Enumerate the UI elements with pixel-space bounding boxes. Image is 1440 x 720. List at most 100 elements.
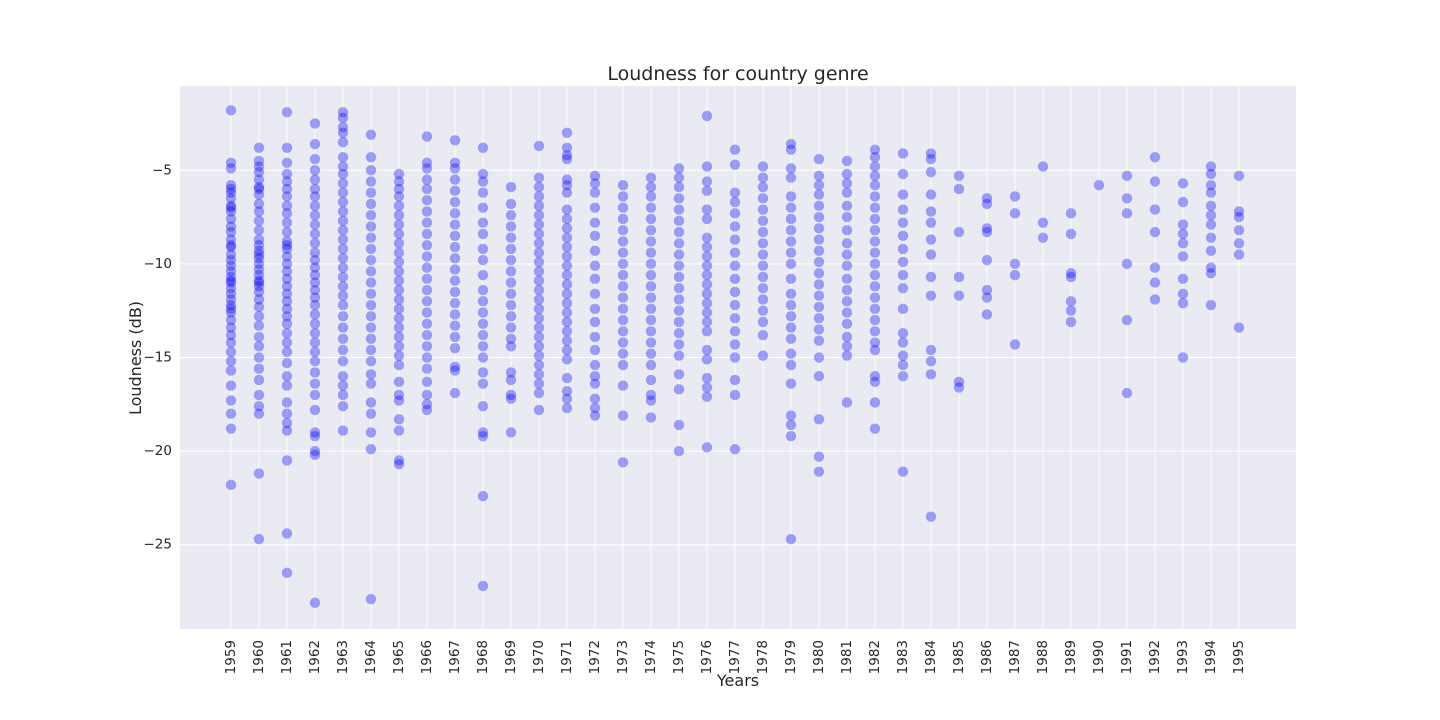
data-point xyxy=(617,380,629,391)
data-point xyxy=(393,322,405,333)
data-point xyxy=(225,307,237,318)
data-point xyxy=(309,174,321,185)
data-point xyxy=(729,339,741,350)
data-point xyxy=(225,187,237,198)
data-point xyxy=(785,213,797,225)
data-point xyxy=(645,191,657,202)
data-point xyxy=(365,129,377,140)
data-point xyxy=(281,303,293,315)
data-point xyxy=(337,243,349,255)
data-point xyxy=(1009,339,1021,350)
data-point xyxy=(645,224,657,236)
data-point xyxy=(533,378,545,389)
data-point xyxy=(785,299,797,311)
data-point xyxy=(421,174,433,185)
data-point xyxy=(785,144,797,155)
data-point xyxy=(253,198,265,210)
data-point xyxy=(1177,228,1189,240)
data-point xyxy=(477,318,489,329)
data-point xyxy=(225,271,237,283)
data-point xyxy=(925,206,937,217)
data-point xyxy=(337,299,349,311)
grid-lines xyxy=(180,86,1296,629)
data-point xyxy=(421,399,433,410)
data-point xyxy=(561,372,573,384)
data-point xyxy=(477,400,489,412)
data-point xyxy=(561,260,573,271)
data-point xyxy=(897,303,909,315)
data-point xyxy=(1121,170,1133,182)
data-point xyxy=(869,344,881,356)
data-point xyxy=(1065,268,1077,279)
x-tick-label: 1993 xyxy=(1175,640,1191,674)
data-point xyxy=(561,174,573,185)
data-point xyxy=(281,397,293,408)
data-point xyxy=(925,356,937,367)
data-point xyxy=(645,389,657,401)
data-point xyxy=(617,191,629,202)
x-tick-label: 1963 xyxy=(335,640,351,674)
data-point xyxy=(365,176,377,187)
data-point xyxy=(785,224,797,236)
data-point xyxy=(981,226,993,238)
data-point xyxy=(701,161,713,172)
data-point xyxy=(533,359,545,371)
data-point xyxy=(253,264,265,275)
data-point xyxy=(617,180,629,191)
data-point xyxy=(897,466,909,477)
data-point xyxy=(365,427,377,438)
x-tick-label: 1982 xyxy=(867,640,883,674)
data-point xyxy=(701,442,713,453)
data-point xyxy=(309,292,321,303)
data-point xyxy=(505,322,517,333)
data-point xyxy=(533,404,545,416)
data-point xyxy=(225,346,237,358)
data-point xyxy=(449,264,461,275)
data-point xyxy=(645,412,657,423)
x-tick-label: 1983 xyxy=(895,640,911,674)
data-point xyxy=(393,414,405,425)
data-point xyxy=(561,150,573,161)
x-tick-label: 1985 xyxy=(951,640,967,674)
data-point xyxy=(337,400,349,412)
data-point xyxy=(589,410,601,421)
data-point xyxy=(897,327,909,339)
data-point xyxy=(253,294,265,305)
data-point xyxy=(673,445,685,457)
data-point xyxy=(673,238,685,249)
data-point xyxy=(729,444,741,455)
data-point xyxy=(785,410,797,421)
data-point xyxy=(813,466,825,477)
data-point xyxy=(421,195,433,206)
data-point xyxy=(925,271,937,283)
data-point xyxy=(757,181,769,193)
data-point xyxy=(533,312,545,324)
data-point xyxy=(701,391,713,403)
data-point xyxy=(337,168,349,180)
data-point xyxy=(673,283,685,294)
data-point xyxy=(589,316,601,328)
data-point xyxy=(281,107,293,118)
data-point xyxy=(589,371,601,382)
data-point xyxy=(253,352,265,363)
data-point xyxy=(421,307,433,318)
data-point xyxy=(897,189,909,200)
data-point xyxy=(1149,277,1161,288)
data-point xyxy=(813,324,825,335)
x-tick-label: 1980 xyxy=(811,640,827,674)
data-point xyxy=(729,159,741,170)
data-point xyxy=(253,301,265,313)
data-point xyxy=(673,193,685,204)
x-tick-label: 1977 xyxy=(727,640,743,674)
data-point xyxy=(785,202,797,213)
data-point xyxy=(1233,238,1245,249)
data-point xyxy=(225,299,237,311)
data-point xyxy=(309,389,321,401)
data-point xyxy=(813,211,825,223)
x-tick-label: 1974 xyxy=(643,640,659,674)
data-point xyxy=(253,166,265,178)
data-point xyxy=(645,326,657,337)
y-tick-label: −25 xyxy=(144,537,173,553)
data-point xyxy=(281,157,293,168)
data-point xyxy=(813,451,825,462)
